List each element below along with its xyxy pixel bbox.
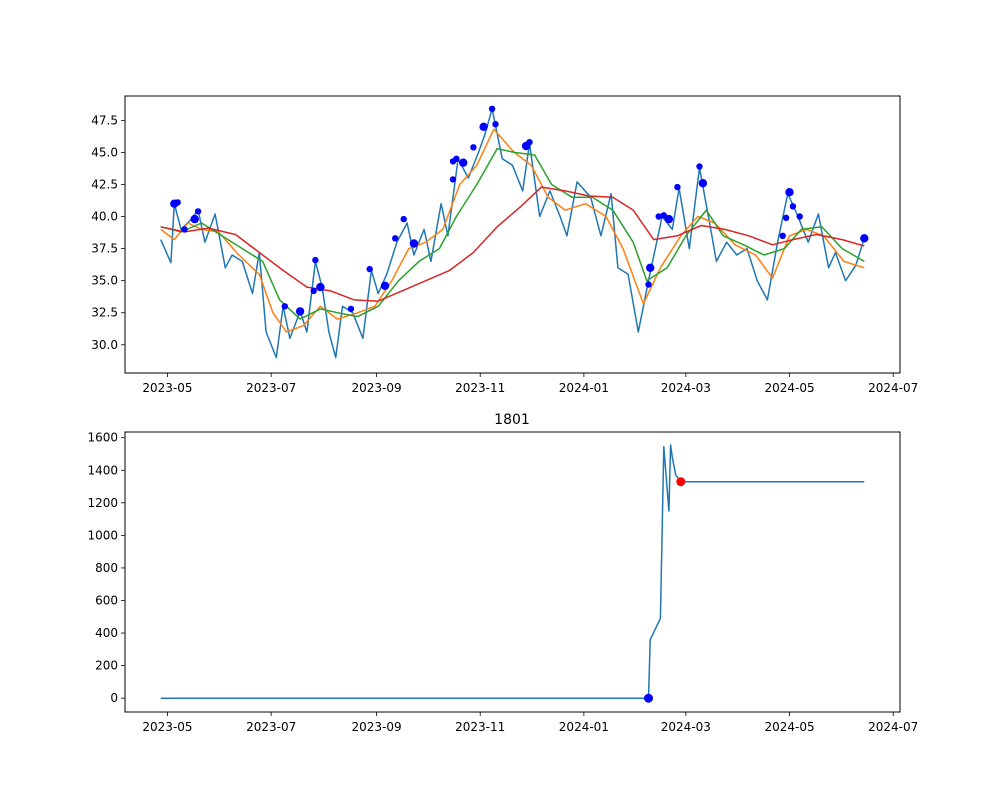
- volume-y-tick-label: 1600: [87, 431, 118, 445]
- volume-x-axis: 2023-05 2023-07 2023-09 2023-11 2024-01 2024-…: [142, 712, 918, 734]
- price-series-line-1: [160, 128, 865, 333]
- price-signal-marker-14: [400, 215, 407, 223]
- price-signal-marker-38: [796, 213, 803, 220]
- price-signal-marker-20: [470, 144, 477, 151]
- price-signal-marker-2: [181, 226, 188, 233]
- volume-y-tick-label: 200: [95, 659, 118, 673]
- price-signal-marker-11: [366, 265, 373, 273]
- price-signal-marker-4: [194, 208, 202, 215]
- price-y-tick-label: 30.0: [91, 338, 118, 352]
- price-signal-marker-25: [526, 139, 533, 146]
- volume-y-tick-label: 1400: [87, 463, 118, 477]
- price-signal-marker-10: [347, 305, 355, 313]
- price-series-line-2: [160, 147, 865, 320]
- price-signal-marker-36: [785, 188, 794, 197]
- price-signal-marker-9: [316, 282, 325, 292]
- volume-y-tick-label: 1000: [87, 528, 118, 542]
- price-y-tick-label: 35.0: [91, 274, 118, 288]
- price-signal-marker-26: [645, 281, 652, 288]
- volume-y-tick-label: 1200: [87, 496, 118, 510]
- price-y-tick-label: 40.0: [91, 210, 118, 224]
- chart-title-1801: 1801: [494, 412, 530, 428]
- volume-y-tick-label: 600: [95, 593, 118, 607]
- price-signal-marker-7: [310, 287, 317, 295]
- volume-y-axis: 0 200 400 600 800 1000 1200 1400 1600: [87, 431, 125, 705]
- price-signal-marker-21: [479, 122, 488, 131]
- price-x-tick-label: 2024-03: [661, 381, 711, 395]
- volume-axes-frame: [124, 431, 901, 713]
- volume-chart-panel: 1801 2023-05 2023-07 2023-09 2023-11 2024-01…: [87, 412, 918, 734]
- price-signal-marker-22: [488, 105, 496, 113]
- price-x-tick-label: 2023-05: [142, 381, 192, 395]
- price-signal-marker-1: [174, 199, 181, 206]
- volume-x-tick-label: 2024-03: [661, 720, 711, 734]
- price-series-line-3: [160, 186, 865, 302]
- price-signal-marker-18: [459, 158, 468, 167]
- price-signal-marker-34: [779, 232, 786, 239]
- price-y-tick-label: 47.5: [91, 113, 118, 127]
- price-signal-marker-5: [281, 303, 288, 310]
- price-signal-marker-12: [380, 281, 390, 290]
- price-plot-area: [160, 105, 869, 359]
- price-signal-marker-32: [696, 163, 703, 170]
- volume-y-tick-label: 400: [95, 626, 118, 640]
- price-signal-marker-13: [392, 235, 399, 242]
- price-signal-marker-8: [312, 256, 319, 264]
- volume-series-line-0: [160, 444, 865, 699]
- volume-x-tick-label: 2024-07: [868, 720, 918, 734]
- price-x-tick-label: 2023-09: [351, 381, 401, 395]
- volume-x-tick-label: 2023-11: [455, 720, 505, 734]
- price-signal-marker-17: [453, 155, 460, 162]
- price-x-tick-label: 2024-01: [559, 381, 609, 395]
- price-signal-marker-39: [860, 234, 869, 243]
- volume-marker-0: [644, 693, 653, 703]
- price-x-tick-label: 2023-11: [455, 381, 505, 395]
- price-axes-frame: [124, 95, 901, 374]
- volume-plot-area: [160, 444, 865, 703]
- volume-x-tick-label: 2023-07: [246, 720, 296, 734]
- price-signal-marker-28: [655, 213, 662, 220]
- volume-x-tick-label: 2023-05: [142, 720, 192, 734]
- price-signal-marker-15: [409, 239, 419, 248]
- price-signal-marker-23: [492, 121, 499, 128]
- volume-y-tick-label: 800: [95, 561, 118, 575]
- volume-x-tick-label: 2024-01: [559, 720, 609, 734]
- volume-series-group: [160, 444, 865, 703]
- volume-marker-1: [676, 477, 686, 487]
- volume-x-tick-label: 2023-09: [351, 720, 401, 734]
- price-y-tick-label: 32.5: [91, 306, 118, 320]
- price-signal-marker-31: [674, 183, 681, 191]
- volume-y-tick-label: 0: [110, 691, 118, 705]
- price-series-line-0: [160, 108, 866, 359]
- price-y-tick-label: 42.5: [91, 177, 118, 191]
- price-chart-panel: 2023-05 2023-07 2023-09 2023-11 2024-01 2024-…: [91, 95, 918, 395]
- price-y-tick-label: 45.0: [91, 145, 118, 159]
- price-signal-marker-3: [190, 214, 199, 224]
- price-x-tick-label: 2024-07: [868, 381, 918, 395]
- price-x-tick-label: 2024-05: [764, 381, 814, 395]
- price-signal-marker-37: [789, 203, 797, 210]
- volume-x-tick-label: 2024-05: [764, 720, 814, 734]
- price-y-axis: 30.0 32.5 35.0 37.5 40.0 42.5 45.0 47.5: [91, 113, 125, 352]
- price-signal-marker-6: [295, 307, 305, 316]
- price-x-axis: 2023-05 2023-07 2023-09 2023-11 2024-01 2024-…: [142, 373, 918, 395]
- price-y-tick-label: 37.5: [91, 242, 118, 256]
- price-series-group: [160, 105, 869, 359]
- price-signal-marker-27: [646, 263, 655, 272]
- price-signal-marker-35: [782, 214, 790, 221]
- price-signal-marker-33: [698, 179, 708, 188]
- price-signal-marker-19: [449, 176, 457, 183]
- price-x-tick-label: 2023-07: [246, 381, 296, 395]
- price-signal-marker-30: [664, 214, 674, 224]
